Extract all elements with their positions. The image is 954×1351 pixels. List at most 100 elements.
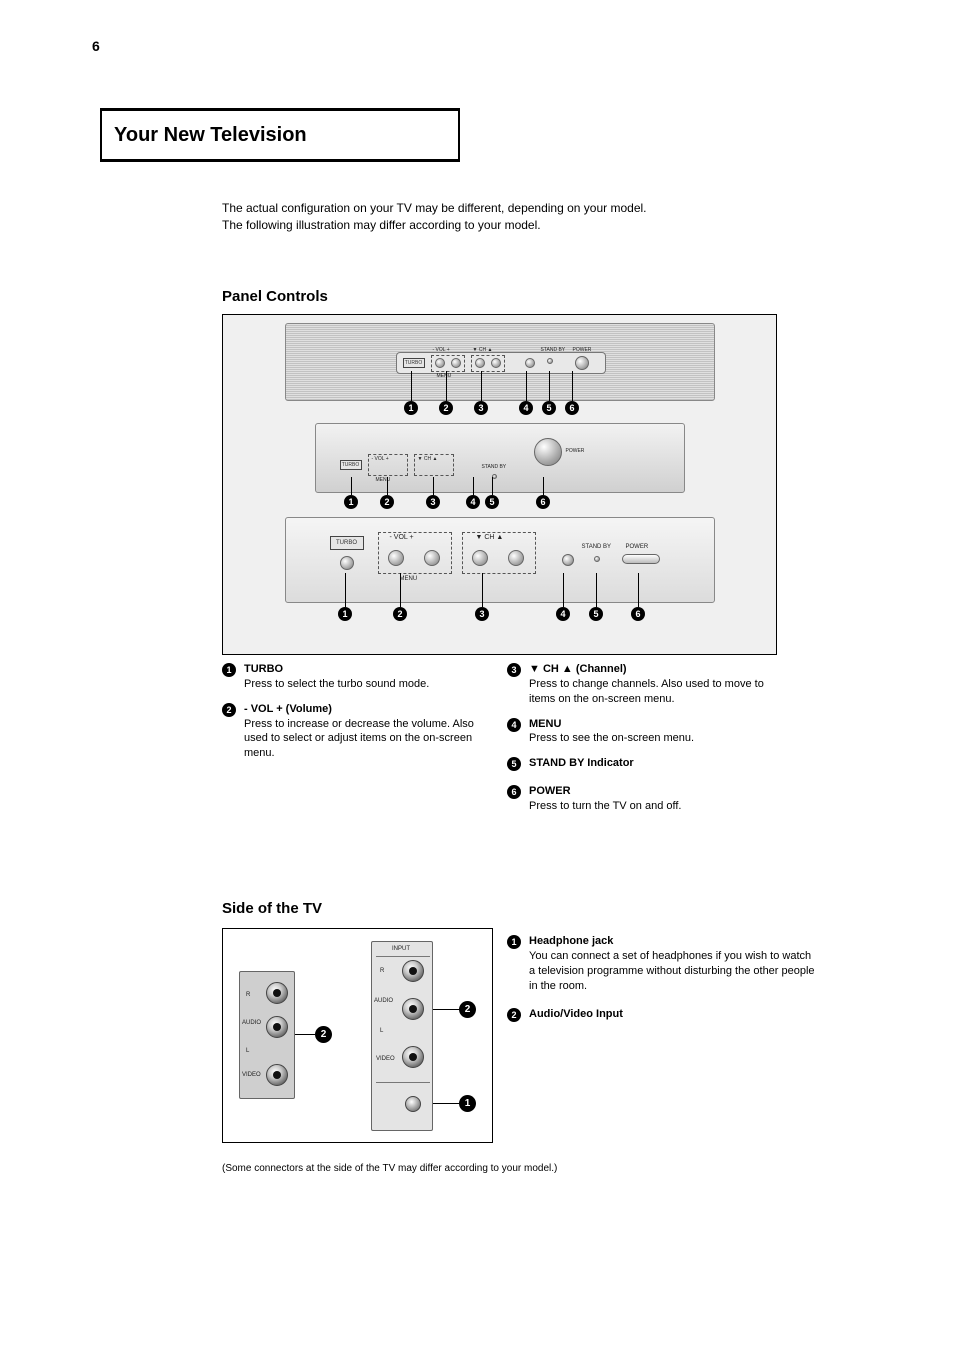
callout-badge-5: 5 (485, 495, 499, 509)
turbo-button-3: TURBO (330, 536, 364, 550)
label-video-b: VIDEO (376, 1056, 395, 1062)
section-title-box: Your New Television (100, 108, 460, 162)
vol-plus-3 (424, 550, 440, 566)
legend-desc: Press to increase or decrease the volume… (244, 717, 497, 762)
standby-label-2: STAND BY (482, 464, 507, 470)
power-label-1: POWER (573, 347, 592, 353)
label-l-b: L (380, 1028, 383, 1034)
lead-line (563, 573, 564, 607)
side-variant-b: INPUT R AUDIO L VIDEO (371, 941, 433, 1131)
menu-btn-3 (562, 554, 574, 566)
power-knob-2 (534, 438, 562, 466)
vol-plus (451, 358, 461, 368)
intro-line-2: The following illustration may differ ac… (222, 217, 782, 234)
callout-badge-5: 5 (542, 401, 556, 415)
legend-title: ▼ CH ▲ (Channel) (529, 662, 782, 677)
callout-badge-6: 6 (565, 401, 579, 415)
figure-side-panel: R AUDIO L VIDEO 2 INPUT R AUDIO L VIDEO … (222, 928, 493, 1143)
callout-badge-5: 5 (589, 607, 603, 621)
legend-item-1: 1Headphone jackYou can connect a set of … (507, 934, 817, 993)
front-panel-variant-3: TURBO - VOL + MENU ▼ CH ▲ STAND BY POWER (285, 517, 715, 603)
legend-badge-6: 6 (507, 785, 521, 799)
jack-audio-r-a (266, 982, 288, 1004)
lead-line (433, 477, 434, 495)
legend-item-3: 3 ▼ CH ▲ (Channel)Press to change channel… (507, 662, 782, 707)
jack-headphone-b (405, 1096, 421, 1112)
lead-line (596, 573, 597, 607)
vol-minus (435, 358, 445, 368)
section-title: Your New Television (114, 124, 307, 147)
legend-front-right: 3 ▼ CH ▲ (Channel)Press to change channel… (507, 662, 782, 824)
standby-label-3: STAND BY (582, 544, 612, 550)
label-r-b: R (380, 968, 384, 974)
callout-badge-2: 2 (393, 607, 407, 621)
label-audio-a: AUDIO (242, 1020, 261, 1026)
power-label-3: POWER (626, 544, 649, 550)
callout-badge-1: 1 (404, 401, 418, 415)
vol-label-3: - VOL + (390, 534, 414, 541)
vol-minus-3 (388, 550, 404, 566)
intro-text: The actual configuration on your TV may … (222, 200, 782, 235)
label-video-a: VIDEO (242, 1072, 261, 1078)
legend-title: Audio/Video Input (529, 1007, 817, 1022)
lead-line (549, 371, 550, 401)
lead-line (411, 371, 412, 401)
menu-btn-1 (525, 358, 535, 368)
intro-line-1: The actual configuration on your TV may … (222, 200, 782, 217)
vol-label: - VOL + (433, 347, 450, 353)
standby-label-1: STAND BY (541, 347, 566, 353)
callout-badge-4: 4 (556, 607, 570, 621)
jack-audio-l-b (402, 998, 424, 1020)
legend-item-2: 2Audio/Video Input (507, 1007, 817, 1025)
jack-video-a (266, 1064, 288, 1086)
menu-label-1: MENU (437, 373, 452, 379)
lead-line (345, 573, 346, 607)
label-l-a: L (246, 1048, 249, 1054)
jack-video-b (402, 1046, 424, 1068)
front-panel-variant-2: TURBO - VOL + MENU ▼ CH ▲ STAND BY POWER (315, 423, 685, 493)
legend-badge-5: 5 (507, 757, 521, 771)
standby-led-1 (547, 358, 553, 364)
lead-b-1 (433, 1103, 459, 1104)
legend-desc: Press to select the turbo sound mode. (244, 677, 497, 692)
label-r-a: R (246, 992, 250, 998)
ch-up-3 (508, 550, 524, 566)
jack-audio-l-a (266, 1016, 288, 1038)
badge-side-b-1: 1 (459, 1095, 476, 1112)
callout-badge-3: 3 (475, 607, 489, 621)
power-btn-1 (575, 356, 589, 370)
panel1-strip: TURBO - VOL + MENU ▼ CH ▲ STAND BY POWER (396, 352, 606, 374)
callout-badge-3: 3 (426, 495, 440, 509)
lead-line (492, 477, 493, 495)
callout-badge-4: 4 (519, 401, 533, 415)
callout-badge-6: 6 (536, 495, 550, 509)
label-input-b: INPUT (392, 946, 410, 952)
legend-badge-4: 4 (507, 718, 521, 732)
power-label-2: POWER (566, 448, 585, 454)
vol-label-2: - VOL + (372, 456, 389, 462)
lead-line (351, 477, 352, 495)
callout-badge-3: 3 (474, 401, 488, 415)
menu-label-3: MENU (400, 576, 418, 582)
legend-title: STAND BY Indicator (529, 756, 782, 771)
legend-desc: Press to turn the TV on and off. (529, 799, 782, 814)
power-pill-3 (622, 554, 660, 564)
ch-label-3: ▼ CH ▲ (476, 534, 504, 541)
turbo-knob-3 (340, 556, 354, 570)
menu-label-2: MENU (376, 477, 391, 483)
footnote: (Some connectors at the side of the TV m… (222, 1162, 782, 1176)
badge-side-a-2: 2 (315, 1026, 332, 1043)
side-variant-a: R AUDIO L VIDEO (239, 971, 295, 1099)
legend-item-2: 2- VOL + (Volume)Press to increase or de… (222, 702, 497, 761)
legend-badge-3: 3 (507, 663, 521, 677)
callout-badge-2: 2 (380, 495, 394, 509)
callout-badge-1: 1 (338, 607, 352, 621)
legend-title: TURBO (244, 662, 497, 677)
legend-item-6: 6POWERPress to turn the TV on and off. (507, 784, 782, 814)
badge-side-b-2: 2 (459, 1001, 476, 1018)
lead-line (638, 573, 639, 607)
legend-desc: Press to see the on-screen menu. (529, 731, 782, 746)
lead-line (526, 371, 527, 401)
lead-line (572, 371, 573, 401)
legend-desc: Press to change channels. Also used to m… (529, 677, 782, 707)
